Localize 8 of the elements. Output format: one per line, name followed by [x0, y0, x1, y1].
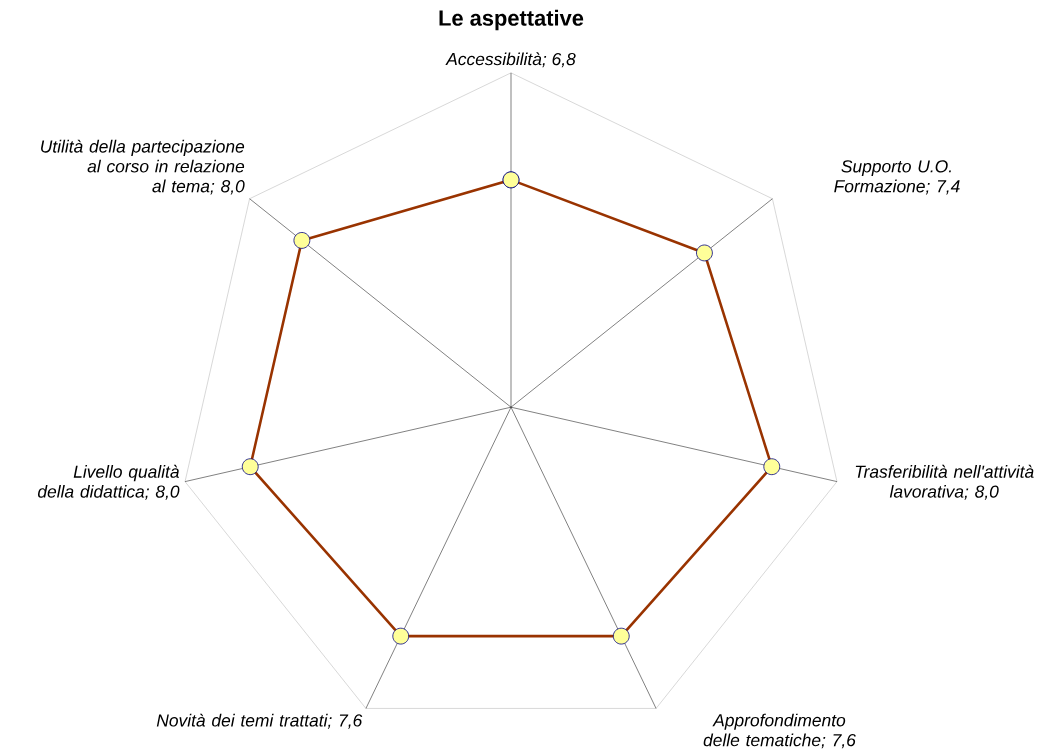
spoke-label: Accessibilità; 6,8	[445, 52, 576, 68]
spoke-label: Supporto U.O. Formazione; 7,4	[834, 160, 960, 195]
chart-title: Le aspettative	[439, 9, 584, 30]
spoke-label: Approfondimento delle tematiche; 7,6	[703, 713, 856, 749]
spoke-label: Novità dei temi trattati; 7,6	[156, 713, 363, 729]
spoke-label: Utilità della partecipazione al corso in relazione al tema; 8,0	[41, 139, 245, 195]
spoke-label: Trasferibilità nell'attività lavorativa; 8,0	[855, 464, 1034, 500]
spoke-label: Livello qualità della didattica; 8,0	[37, 464, 180, 500]
